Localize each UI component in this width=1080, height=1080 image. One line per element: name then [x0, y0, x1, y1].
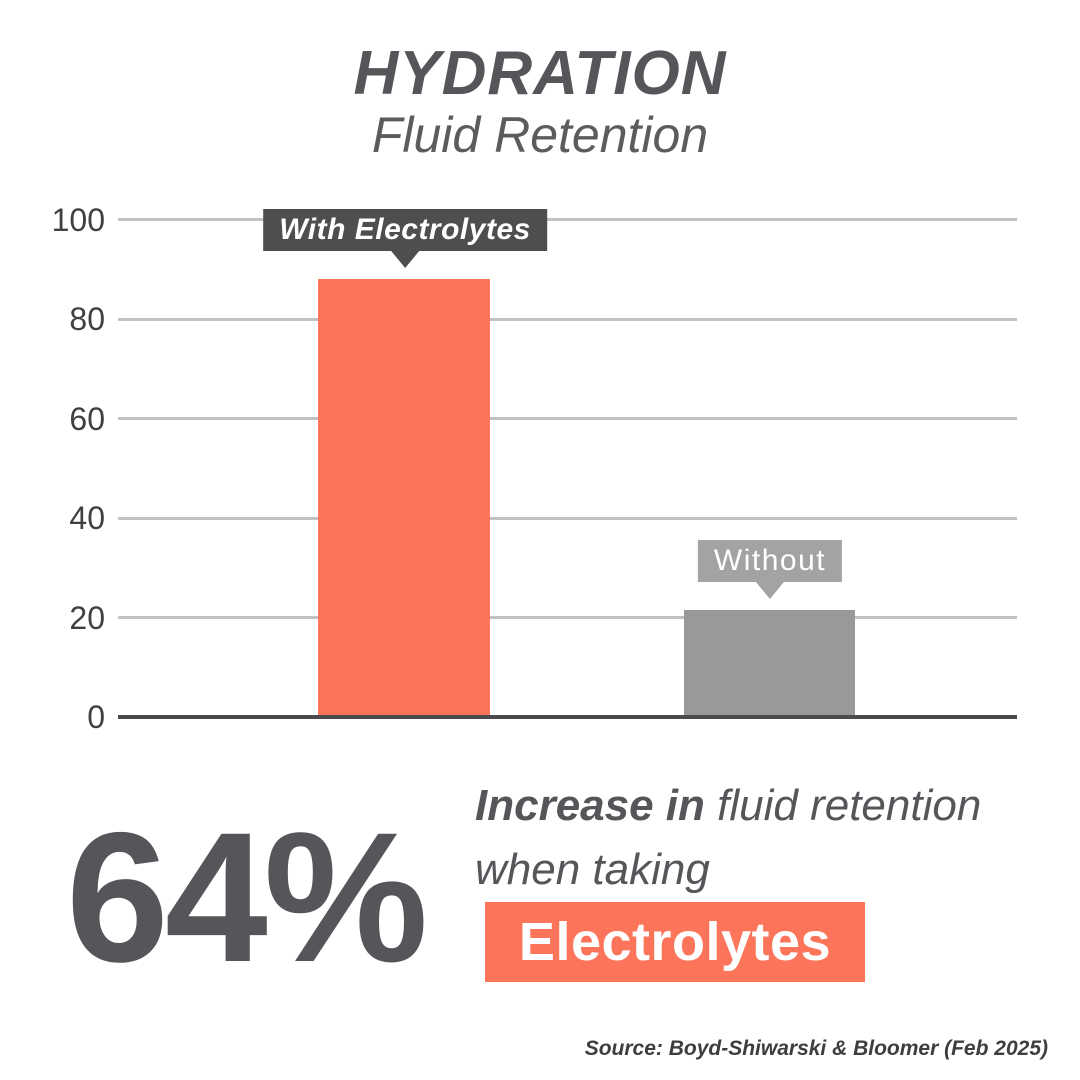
callout-pointer-icon	[391, 251, 419, 268]
page-subtitle: Fluid Retention	[371, 107, 709, 163]
bar-callout-with-electrolytes: With Electrolytes	[263, 209, 547, 268]
gridline	[118, 417, 1017, 420]
gridline	[118, 516, 1017, 520]
stat-description-bold: Increase in	[475, 781, 705, 830]
stat-description-line2: when taking	[475, 845, 710, 894]
gridline	[118, 317, 1017, 321]
y-tick-label: 80	[69, 301, 105, 337]
y-tick-label: 0	[87, 699, 105, 735]
stat-percentage: 64%	[66, 795, 428, 1001]
gridline	[118, 218, 1017, 221]
bar-callout-label: With Electrolytes	[263, 209, 547, 251]
callout-pointer-icon	[756, 582, 784, 599]
stat-description-line1: Increase in fluid retention	[475, 781, 981, 831]
bar-callout-label: Without	[697, 540, 843, 582]
bar-callout-without: Without	[697, 540, 843, 599]
gridline	[118, 616, 1017, 619]
bar-without	[684, 610, 855, 717]
y-tick-label: 100	[51, 201, 105, 238]
electrolytes-highlight: Electrolytes	[485, 902, 865, 982]
source-citation: Source: Boyd-Shiwarski & Bloomer (Feb 20…	[584, 1037, 1048, 1060]
y-tick-label: 40	[69, 500, 105, 536]
stat-description-rest: fluid retention	[704, 781, 982, 830]
bar-with-electrolytes	[318, 279, 490, 717]
y-tick-label: 60	[69, 400, 105, 437]
page-title: HYDRATION	[353, 39, 727, 108]
y-tick-label: 20	[69, 599, 105, 636]
x-axis-line	[118, 715, 1017, 719]
